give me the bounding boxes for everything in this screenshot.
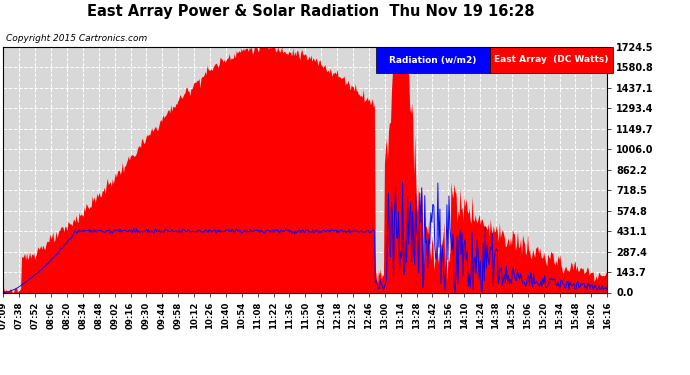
Text: East Array  (DC Watts): East Array (DC Watts) [494, 56, 609, 64]
Text: Radiation (w/m2): Radiation (w/m2) [389, 56, 477, 64]
Text: Copyright 2015 Cartronics.com: Copyright 2015 Cartronics.com [6, 34, 147, 43]
Text: East Array Power & Solar Radiation  Thu Nov 19 16:28: East Array Power & Solar Radiation Thu N… [87, 4, 534, 19]
